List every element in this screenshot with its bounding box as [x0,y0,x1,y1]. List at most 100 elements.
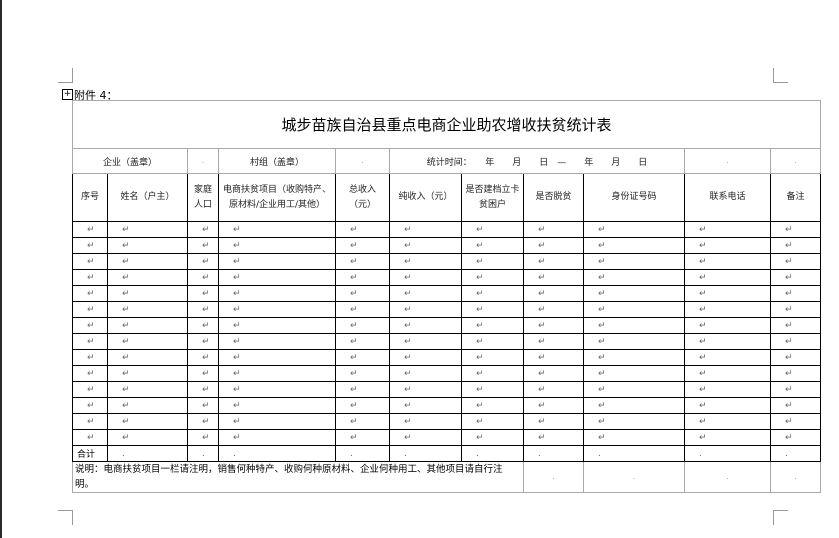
total-cell[interactable]: . [187,445,219,462]
table-cell[interactable]: ↵ [523,413,584,430]
table-cell[interactable]: ↵ [218,269,336,286]
table-cell[interactable]: ↵ [107,237,188,254]
table-cell[interactable]: ↵ [461,269,524,286]
table-cell[interactable]: ↵ [583,397,685,414]
table-cell[interactable]: ↵ [187,397,219,414]
table-cell[interactable]: ↵ [218,221,336,238]
table-cell[interactable]: ↵ [684,429,771,446]
note-blank-cell[interactable]: . [583,461,685,493]
table-cell[interactable]: ↵ [72,365,108,382]
table-cell[interactable]: ↵ [335,253,390,270]
table-cell[interactable]: ↵ [187,269,219,286]
table-cell[interactable]: ↵ [523,237,584,254]
table-cell[interactable]: ↵ [583,365,685,382]
table-cell[interactable]: ↵ [770,237,821,254]
table-cell[interactable]: ↵ [461,413,524,430]
table-cell[interactable]: ↵ [107,269,188,286]
table-cell[interactable]: ↵ [461,333,524,350]
info-blank[interactable]: . [770,148,821,174]
table-cell[interactable]: ↵ [187,301,219,318]
table-cell[interactable]: ↵ [187,429,219,446]
table-cell[interactable]: ↵ [187,381,219,398]
table-cell[interactable]: ↵ [583,285,685,302]
table-cell[interactable]: ↵ [335,413,390,430]
table-cell[interactable]: ↵ [523,429,584,446]
table-cell[interactable]: ↵ [461,237,524,254]
table-cell[interactable]: ↵ [461,285,524,302]
table-cell[interactable]: ↵ [72,317,108,334]
table-cell[interactable]: ↵ [107,317,188,334]
table-cell[interactable]: ↵ [335,317,390,334]
table-cell[interactable]: ↵ [72,221,108,238]
table-cell[interactable]: ↵ [335,365,390,382]
table-cell[interactable]: ↵ [107,381,188,398]
table-cell[interactable]: ↵ [583,333,685,350]
table-cell[interactable]: ↵ [389,333,462,350]
table-cell[interactable]: ↵ [523,349,584,366]
table-cell[interactable]: ↵ [684,333,771,350]
table-cell[interactable]: ↵ [684,285,771,302]
total-cell[interactable]: . [770,445,821,462]
table-cell[interactable]: ↵ [389,381,462,398]
table-cell[interactable]: ↵ [389,269,462,286]
table-cell[interactable]: ↵ [218,285,336,302]
table-cell[interactable]: ↵ [389,253,462,270]
total-cell[interactable]: . [684,445,771,462]
table-cell[interactable]: ↵ [389,413,462,430]
table-cell[interactable]: ↵ [684,237,771,254]
table-cell[interactable]: ↵ [218,413,336,430]
table-cell[interactable]: ↵ [107,221,188,238]
table-cell[interactable]: ↵ [461,365,524,382]
table-cell[interactable]: ↵ [770,397,821,414]
total-cell[interactable]: . [583,445,685,462]
table-cell[interactable]: ↵ [218,429,336,446]
table-cell[interactable]: ↵ [523,301,584,318]
company-seal-field[interactable]: . [187,148,219,174]
table-cell[interactable]: ↵ [335,301,390,318]
table-cell[interactable]: ↵ [684,253,771,270]
table-cell[interactable]: ↵ [770,349,821,366]
table-cell[interactable]: ↵ [72,429,108,446]
table-cell[interactable]: ↵ [335,285,390,302]
table-cell[interactable]: ↵ [187,317,219,334]
table-cell[interactable]: ↵ [107,365,188,382]
table-cell[interactable]: ↵ [684,317,771,334]
table-cell[interactable]: ↵ [72,269,108,286]
table-cell[interactable]: ↵ [187,221,219,238]
table-cell[interactable]: ↵ [335,269,390,286]
table-cell[interactable]: ↵ [389,221,462,238]
table-cell[interactable]: ↵ [770,285,821,302]
table-cell[interactable]: ↵ [218,237,336,254]
table-cell[interactable]: ↵ [583,349,685,366]
note-blank-cell[interactable]: . [770,461,821,493]
table-cell[interactable]: ↵ [461,317,524,334]
table-cell[interactable]: ↵ [218,381,336,398]
table-cell[interactable]: ↵ [684,397,771,414]
table-cell[interactable]: ↵ [187,237,219,254]
table-cell[interactable]: ↵ [335,237,390,254]
table-cell[interactable]: ↵ [523,397,584,414]
table-cell[interactable]: ↵ [523,317,584,334]
table-cell[interactable]: ↵ [461,301,524,318]
table-cell[interactable]: ↵ [218,365,336,382]
table-cell[interactable]: ↵ [218,253,336,270]
table-cell[interactable]: ↵ [770,429,821,446]
table-cell[interactable]: ↵ [523,381,584,398]
table-cell[interactable]: ↵ [389,285,462,302]
table-cell[interactable]: ↵ [107,253,188,270]
table-cell[interactable]: ↵ [218,397,336,414]
table-cell[interactable]: ↵ [770,317,821,334]
total-cell[interactable]: . [389,445,462,462]
table-cell[interactable]: ↵ [523,365,584,382]
table-cell[interactable]: ↵ [461,221,524,238]
info-blank[interactable]: . [684,148,771,174]
table-cell[interactable]: ↵ [187,253,219,270]
total-cell[interactable]: . [218,445,336,462]
table-cell[interactable]: ↵ [107,397,188,414]
table-cell[interactable]: ↵ [72,381,108,398]
table-cell[interactable]: ↵ [583,413,685,430]
table-cell[interactable]: ↵ [583,237,685,254]
table-cell[interactable]: ↵ [107,301,188,318]
table-cell[interactable]: ↵ [684,349,771,366]
table-cell[interactable]: ↵ [187,285,219,302]
